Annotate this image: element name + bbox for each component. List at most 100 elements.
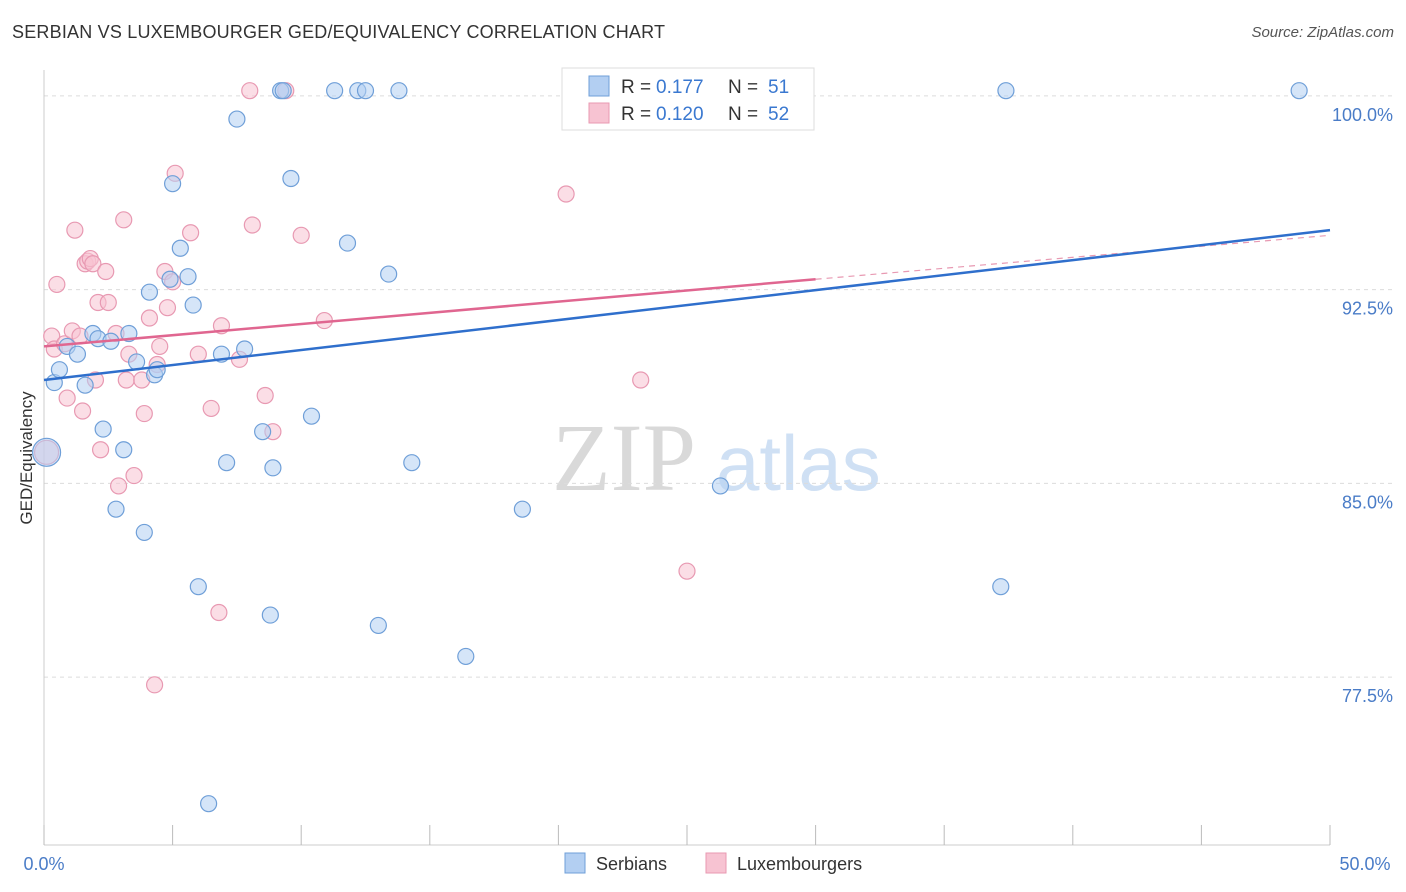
source-label: Source: ZipAtlas.com	[1251, 24, 1394, 41]
x-ticks	[43, 825, 1331, 845]
luxembourger-point	[135, 404, 153, 423]
y-axis-label: GED/Equivalency	[17, 391, 36, 525]
bottom-legend-swatch-luxembourgers	[705, 852, 727, 874]
luxembourgers-trend-line	[43, 278, 816, 348]
luxembourger-point	[158, 299, 177, 317]
luxembourger-point	[66, 221, 84, 239]
serbian-point	[236, 340, 254, 358]
serbian-point	[161, 270, 179, 288]
legend-n-label-2: N =	[728, 104, 758, 125]
luxembourger-point	[99, 293, 117, 312]
y-tick-label: 85.0%	[1342, 492, 1393, 512]
luxembourger-point	[189, 345, 207, 363]
luxembourger-point	[125, 466, 143, 485]
y-tick-labels: 100.0% 92.5% 85.0% 77.5%	[1332, 105, 1393, 706]
series-legend: Serbians Luxembourgers	[564, 852, 862, 874]
serbian-point	[369, 616, 387, 635]
legend-n-label-1: N =	[728, 77, 758, 98]
luxembourger-point	[151, 337, 169, 356]
luxembourger-point	[84, 255, 102, 273]
serbian-point	[264, 459, 282, 477]
luxembourgers-trend-extension	[815, 234, 1331, 280]
luxembourger-point	[210, 603, 228, 622]
serbian-point	[200, 795, 218, 813]
serbian-point	[711, 477, 730, 495]
serbian-point	[338, 234, 357, 252]
trend-lines	[43, 228, 1331, 382]
serbian-point	[302, 407, 321, 425]
bottom-legend-luxembourgers: Luxembourgers	[737, 854, 862, 874]
y-tick-label: 100.0%	[1332, 105, 1393, 125]
serbian-point	[390, 82, 408, 100]
luxembourger-point	[58, 389, 76, 407]
luxembourger-point	[140, 309, 159, 327]
serbian-point	[282, 169, 300, 188]
luxembourger-point	[632, 371, 650, 389]
serbian-point	[115, 441, 133, 459]
serbian-point	[997, 82, 1015, 100]
chart-title: SERBIAN VS LUXEMBOURGER GED/EQUIVALENCY …	[12, 22, 666, 42]
serbian-point	[135, 523, 153, 542]
stats-legend: R = 0.177 N = 51 R = 0.120 N = 52	[561, 67, 815, 131]
luxembourger-point	[145, 676, 164, 694]
legend-r-value-2: 0.120	[656, 104, 704, 125]
legend-r-label-1: R =	[621, 77, 651, 98]
luxembourger-point	[97, 262, 115, 281]
serbian-point	[356, 82, 375, 100]
legend-n-value-2: 52	[768, 104, 789, 125]
bottom-legend-swatch-serbians	[564, 852, 586, 874]
serbian-point	[228, 110, 246, 128]
serbian-point	[403, 454, 421, 472]
serbian-point	[184, 296, 202, 314]
serbian-point	[76, 376, 94, 394]
serbian-point	[164, 175, 182, 193]
serbian-point	[457, 647, 475, 666]
serbian-point	[171, 239, 189, 257]
luxembourger-point	[243, 216, 261, 234]
serbian-point	[94, 420, 112, 438]
serbian-point	[140, 283, 159, 301]
y-tick-label: 77.5%	[1342, 686, 1393, 706]
luxembourger-point	[91, 441, 110, 459]
serbians-trend-line	[43, 228, 1331, 382]
luxembourger-point	[292, 226, 310, 244]
serbian-point	[326, 82, 344, 100]
serbian-point	[31, 437, 62, 467]
luxembourger-point	[109, 477, 128, 495]
legend-swatch-serbians	[588, 75, 610, 97]
serbian-point	[261, 606, 279, 624]
y-tick-label: 92.5%	[1342, 299, 1393, 319]
luxembourger-point	[202, 399, 220, 418]
serbian-point	[107, 500, 125, 518]
watermark-zip: ZIP	[552, 404, 696, 511]
legend-swatch-luxembourgers	[588, 102, 610, 124]
x-tick-label-max: 50.0%	[1339, 854, 1390, 874]
luxembourger-point	[73, 402, 92, 420]
serbian-point	[218, 454, 236, 472]
luxembourger-point	[557, 185, 575, 203]
serbian-point	[148, 361, 166, 379]
legend-r-label-2: R =	[621, 104, 651, 125]
luxembourger-point	[117, 371, 135, 389]
luxembourger-point	[678, 562, 696, 580]
serbian-point	[179, 268, 197, 286]
serbian-point	[992, 578, 1010, 596]
x-tick-label-min: 0.0%	[23, 854, 64, 874]
luxembourger-point	[48, 275, 66, 294]
bottom-legend-serbians: Serbians	[596, 854, 667, 874]
legend-n-value-1: 51	[768, 77, 789, 98]
grid-lines	[44, 95, 1392, 678]
serbian-point	[274, 82, 292, 100]
serbian-point	[68, 345, 87, 363]
serbian-point	[1290, 82, 1308, 100]
legend-r-value-1: 0.177	[656, 77, 704, 98]
serbian-point	[254, 423, 272, 441]
luxembourgers-points	[33, 82, 753, 694]
serbian-point	[380, 265, 398, 283]
watermark-atlas: atlas	[716, 419, 881, 507]
serbian-point	[189, 578, 207, 596]
serbian-point	[50, 361, 69, 379]
serbian-point	[513, 500, 531, 518]
luxembourger-point	[241, 82, 259, 100]
